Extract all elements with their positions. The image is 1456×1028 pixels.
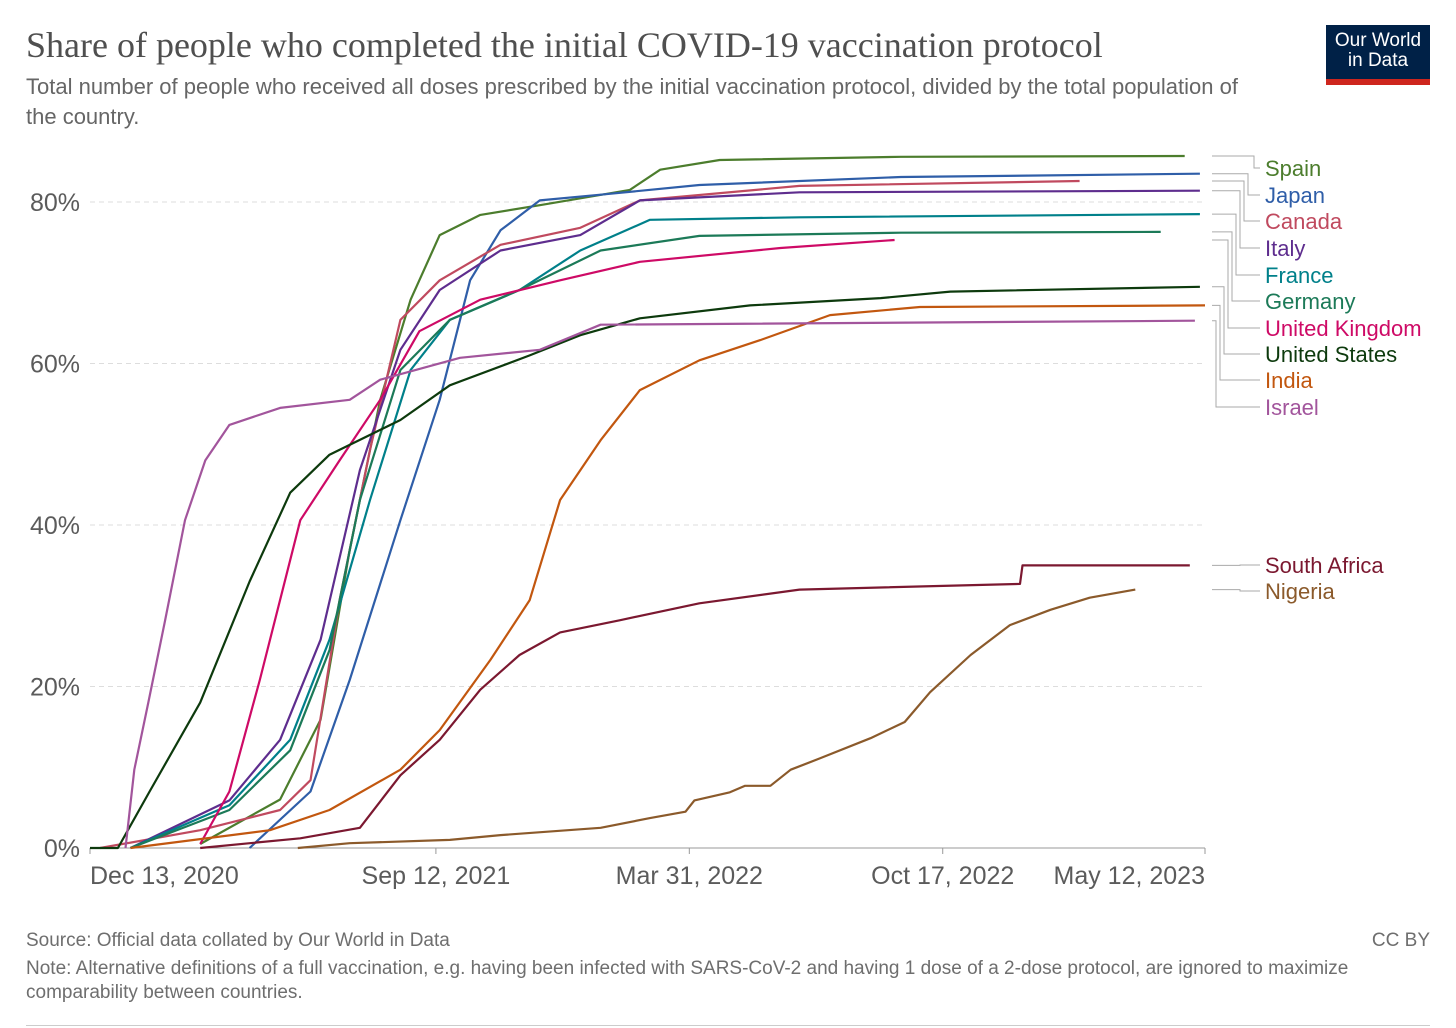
series-line-india (130, 304, 1206, 850)
series-line-germany (130, 230, 1161, 850)
legend-label-canada[interactable]: Canada (1265, 209, 1343, 234)
owid-logo[interactable]: Our World in Data (1326, 25, 1430, 85)
series-line-south-africa (200, 564, 1190, 850)
legend-label-nigeria[interactable]: Nigeria (1265, 579, 1335, 604)
legend-label-united-kingdom[interactable]: United Kingdom (1265, 316, 1422, 341)
series-line-france (130, 213, 1200, 850)
legend-connector (1212, 190, 1260, 249)
legend-label-japan[interactable]: Japan (1265, 183, 1325, 208)
legend-label-germany[interactable]: Germany (1265, 289, 1355, 314)
legend-connector (1212, 155, 1260, 169)
chart-title: Share of people who completed the initia… (26, 25, 1103, 65)
legend-connector (1212, 173, 1260, 196)
legend-connector (1212, 213, 1260, 276)
legend-label-united-states[interactable]: United States (1265, 342, 1397, 367)
legend-connector (1212, 286, 1260, 355)
note-text: Note: Alternative definitions of a full … (26, 958, 1349, 1003)
legend-connector (1212, 589, 1260, 592)
series-line-united-states (90, 285, 1200, 850)
y-tick-label: 20% (30, 674, 80, 702)
logo-line-2: in Data (1347, 50, 1409, 71)
x-tick-label: May 12, 2023 (1054, 862, 1206, 890)
y-tick-label: 80% (30, 189, 80, 217)
logo-line-1: Our World (1334, 30, 1422, 51)
chart-subtitle: Total number of people who received all … (26, 74, 1238, 129)
series-line-united-kingdom (199, 238, 895, 845)
x-tick-label: Dec 13, 2020 (90, 862, 239, 890)
y-tick-label: 40% (30, 512, 80, 540)
x-tick-label: Mar 31, 2022 (616, 862, 763, 890)
series-line-japan (248, 172, 1200, 849)
footer-divider (26, 1025, 1430, 1026)
series-line-spain (199, 154, 1185, 845)
x-tick-label: Sep 12, 2021 (362, 862, 511, 890)
series-line-nigeria (297, 588, 1136, 850)
source-text: Source: Official data collated by Our Wo… (26, 930, 450, 951)
legend-label-france[interactable]: France (1265, 263, 1333, 288)
legend-label-south-africa[interactable]: South Africa (1265, 553, 1384, 578)
legend-connector (1212, 320, 1260, 408)
license-text[interactable]: CC BY (1371, 930, 1430, 951)
legend-label-spain[interactable]: Spain (1265, 156, 1321, 181)
x-tick-label: Oct 17, 2022 (871, 862, 1014, 890)
series-line-israel (124, 319, 1195, 849)
legend-connector (1212, 239, 1260, 329)
series-line-italy (130, 189, 1200, 849)
legend-label-italy[interactable]: Italy (1265, 236, 1305, 261)
y-tick-label: 0% (44, 835, 80, 863)
legend-connector (1212, 231, 1260, 302)
series-line-canada (99, 179, 1080, 850)
y-tick-label: 60% (30, 351, 80, 379)
legend-connector (1212, 304, 1260, 381)
legend-label-israel[interactable]: Israel (1265, 395, 1319, 420)
legend-connector (1212, 180, 1260, 222)
legend-label-india[interactable]: India (1265, 368, 1313, 393)
